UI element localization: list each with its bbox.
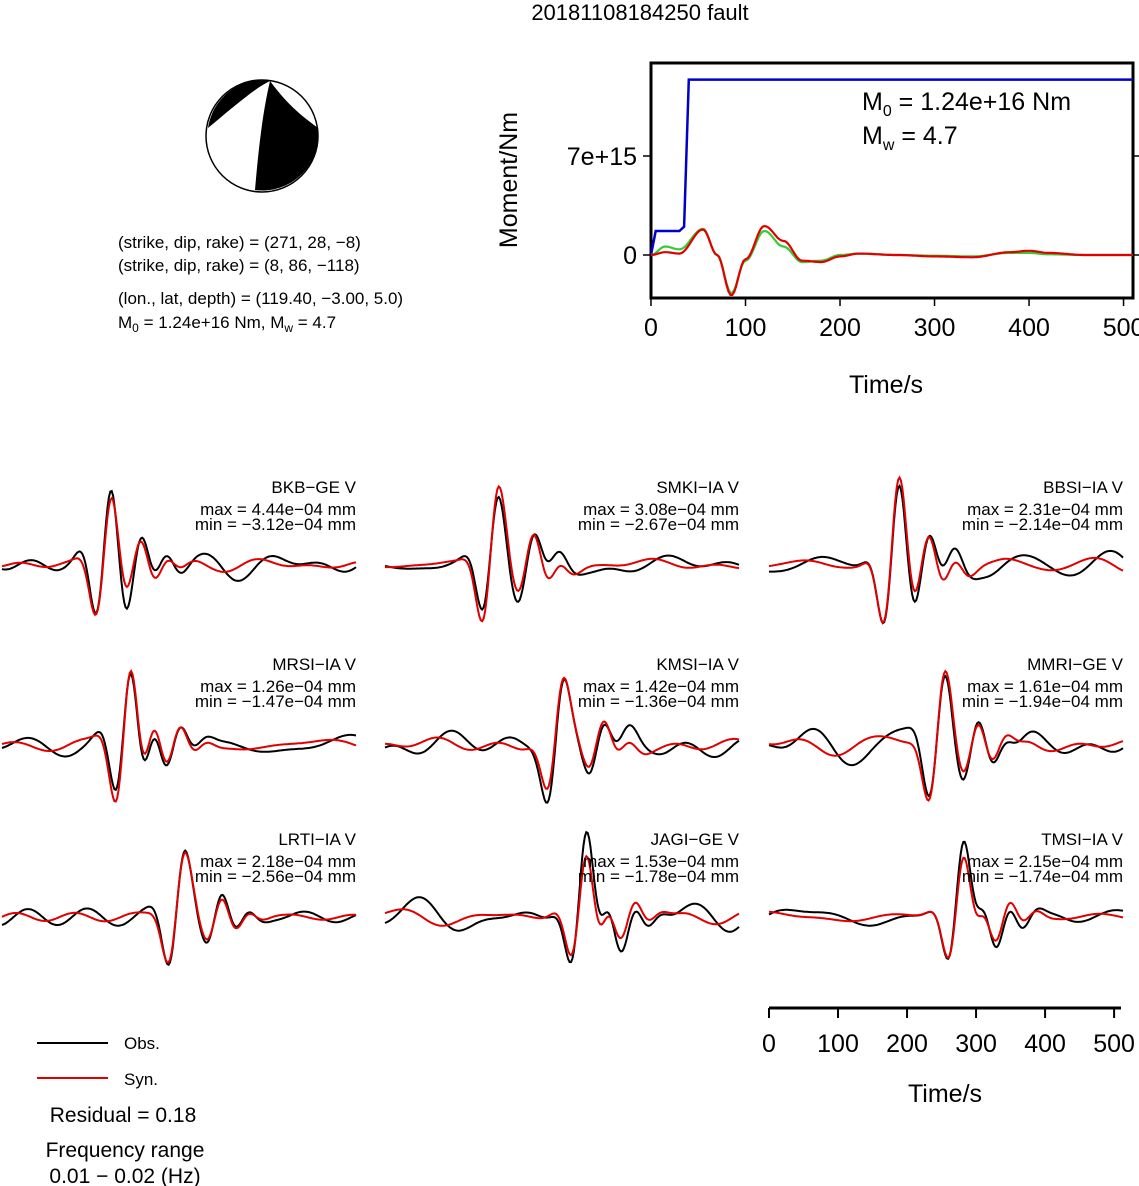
frequency-range-title: Frequency range (46, 1139, 205, 1162)
figure-title: 20181108184250 fault (531, 0, 748, 25)
moment-mw-label: Mw = 4.7 (862, 122, 958, 154)
synthetic-waveform (1, 851, 357, 964)
synthetic-waveform (1, 496, 357, 617)
waveform-x-tick-label: 300 (955, 1030, 997, 1058)
station-name: KMSI−IA V (656, 655, 739, 674)
station-min: min = −1.47e−04 mm (195, 692, 356, 711)
moment-x-tick-label: 200 (819, 314, 861, 342)
moment-y-tick-label: 7e+15 (567, 143, 637, 171)
synthetic-waveform (385, 484, 740, 623)
beachball-compression-left (208, 80, 270, 128)
moment-series-0 (649, 78, 1133, 256)
station-max: max = 2.18e−04 mm (200, 852, 356, 871)
waveform-x-tick-label: 0 (762, 1030, 776, 1058)
waveform-x-axis-label: Time/s (908, 1080, 982, 1108)
station-name: SMKI−IA V (656, 478, 739, 497)
station-max: max = 3.08e−04 mm (583, 500, 739, 519)
observed-waveform (769, 484, 1124, 625)
station-name: JAGI−GE V (651, 830, 740, 849)
moment-series-2 (650, 224, 1133, 296)
station-max: max = 1.61e−04 mm (967, 677, 1123, 696)
mechanism-line-1: (strike, dip, rake) = (271, 28, −8) (118, 233, 361, 252)
moment-y-axis-label: Moment/Nm (495, 112, 523, 248)
station-max: max = 4.44e−04 mm (200, 500, 356, 519)
moment-x-tick-label: 400 (1008, 314, 1050, 342)
station-max: max = 2.31e−04 mm (967, 500, 1123, 519)
moment-plot-frame (649, 61, 1135, 300)
synthetic-waveform (768, 669, 1124, 802)
moment-x-axis-label: Time/s (849, 371, 923, 399)
legend: Obs. Syn. (37, 1034, 160, 1089)
station-min: min = −2.14e−04 mm (962, 515, 1123, 534)
frequency-range-value: 0.01 − 0.02 (Hz) (49, 1165, 200, 1186)
observed-waveform (384, 830, 740, 964)
moment-x-tick-label: 500 (1103, 314, 1139, 342)
station-min: min = −2.56e−04 mm (195, 867, 356, 886)
location-line: (lon., lat, depth) = (119.40, −3.00, 5.0… (118, 289, 403, 308)
station-name: TMSI−IA V (1041, 830, 1123, 849)
station-min: min = −3.12e−04 mm (195, 515, 356, 534)
waveform-x-tick-label: 100 (817, 1030, 859, 1058)
observed-waveform (1, 489, 357, 614)
station-min: min = −1.36e−04 mm (578, 692, 739, 711)
station-max: max = 2.15e−04 mm (967, 852, 1123, 871)
residual-label: Residual = 0.18 (50, 1104, 197, 1127)
synthetic-waveform (1, 668, 357, 803)
moment-y-tick-label: 0 (623, 242, 637, 270)
waveform-x-tick-label: 500 (1093, 1030, 1135, 1058)
station-min: min = −1.94e−04 mm (962, 692, 1123, 711)
synthetic-waveform (768, 475, 1124, 625)
station-min: min = −1.74e−04 mm (962, 867, 1123, 886)
waveform-x-tick-label: 400 (1024, 1030, 1066, 1058)
moment-m0-label: M0 = 1.24e+16 Nm (862, 88, 1071, 120)
station-max: max = 1.53e−04 mm (583, 852, 739, 871)
moment-x-tick-label: 100 (725, 314, 767, 342)
beachball-compression-right (255, 81, 319, 191)
moment-x-tick-label: 0 (644, 314, 658, 342)
focal-mechanism-beachball (205, 79, 319, 193)
legend-obs-label: Obs. (124, 1034, 160, 1053)
station-max: max = 1.26e−04 mm (200, 677, 356, 696)
legend-syn-label: Syn. (124, 1070, 158, 1089)
station-name: MMRI−GE V (1027, 655, 1124, 674)
observed-waveform (384, 495, 740, 611)
moment-x-tick-label: 300 (914, 314, 956, 342)
station-name: MRSI−IA V (272, 655, 356, 674)
station-name: BBSI−IA V (1043, 478, 1124, 497)
mechanism-info: (strike, dip, rake) = (271, 28, −8) (str… (118, 233, 403, 335)
station-min: min = −1.78e−04 mm (578, 867, 739, 886)
synthetic-waveform (384, 676, 740, 790)
station-name: LRTI−IA V (278, 830, 356, 849)
station-min: min = −2.67e−04 mm (578, 515, 739, 534)
station-name: BKB−GE V (271, 478, 356, 497)
waveform-x-tick-label: 200 (886, 1030, 928, 1058)
station-max: max = 1.42e−04 mm (583, 677, 739, 696)
synthetic-waveform (384, 854, 740, 957)
moment-line: M0 = 1.24e+16 Nm, Mw = 4.7 (118, 313, 336, 335)
synthetic-waveform (768, 856, 1124, 960)
waveform-time-axis: Time/s 0 100 200 300 400 500 (762, 1006, 1135, 1108)
observed-waveform (768, 674, 1124, 798)
moment-series-1 (650, 227, 1133, 294)
mechanism-line-2: (strike, dip, rake) = (8, 86, −118) (118, 256, 360, 275)
